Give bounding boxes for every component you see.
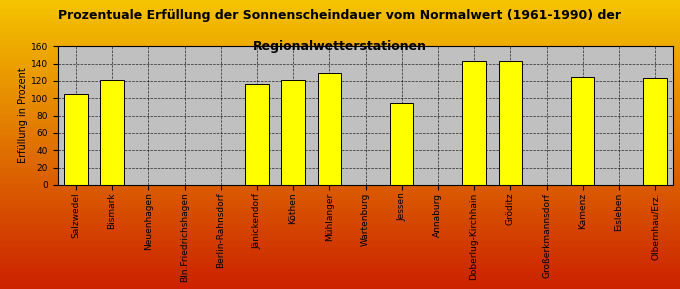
Bar: [64, 94, 88, 185]
Bar: [498, 61, 522, 185]
Y-axis label: Erfüllung in Prozent: Erfüllung in Prozent: [18, 68, 28, 164]
Bar: [282, 80, 305, 185]
Text: Prozentuale Erfüllung der Sonnenscheindauer vom Normalwert (1961-1990) der: Prozentuale Erfüllung der Sonnenscheinda…: [58, 9, 622, 22]
Bar: [245, 84, 269, 185]
Text: Regionalwetterstationen: Regionalwetterstationen: [253, 40, 427, 53]
Bar: [643, 78, 667, 185]
Bar: [318, 73, 341, 185]
Bar: [101, 80, 124, 185]
Bar: [571, 77, 594, 185]
Bar: [390, 103, 413, 185]
Bar: [462, 61, 486, 185]
